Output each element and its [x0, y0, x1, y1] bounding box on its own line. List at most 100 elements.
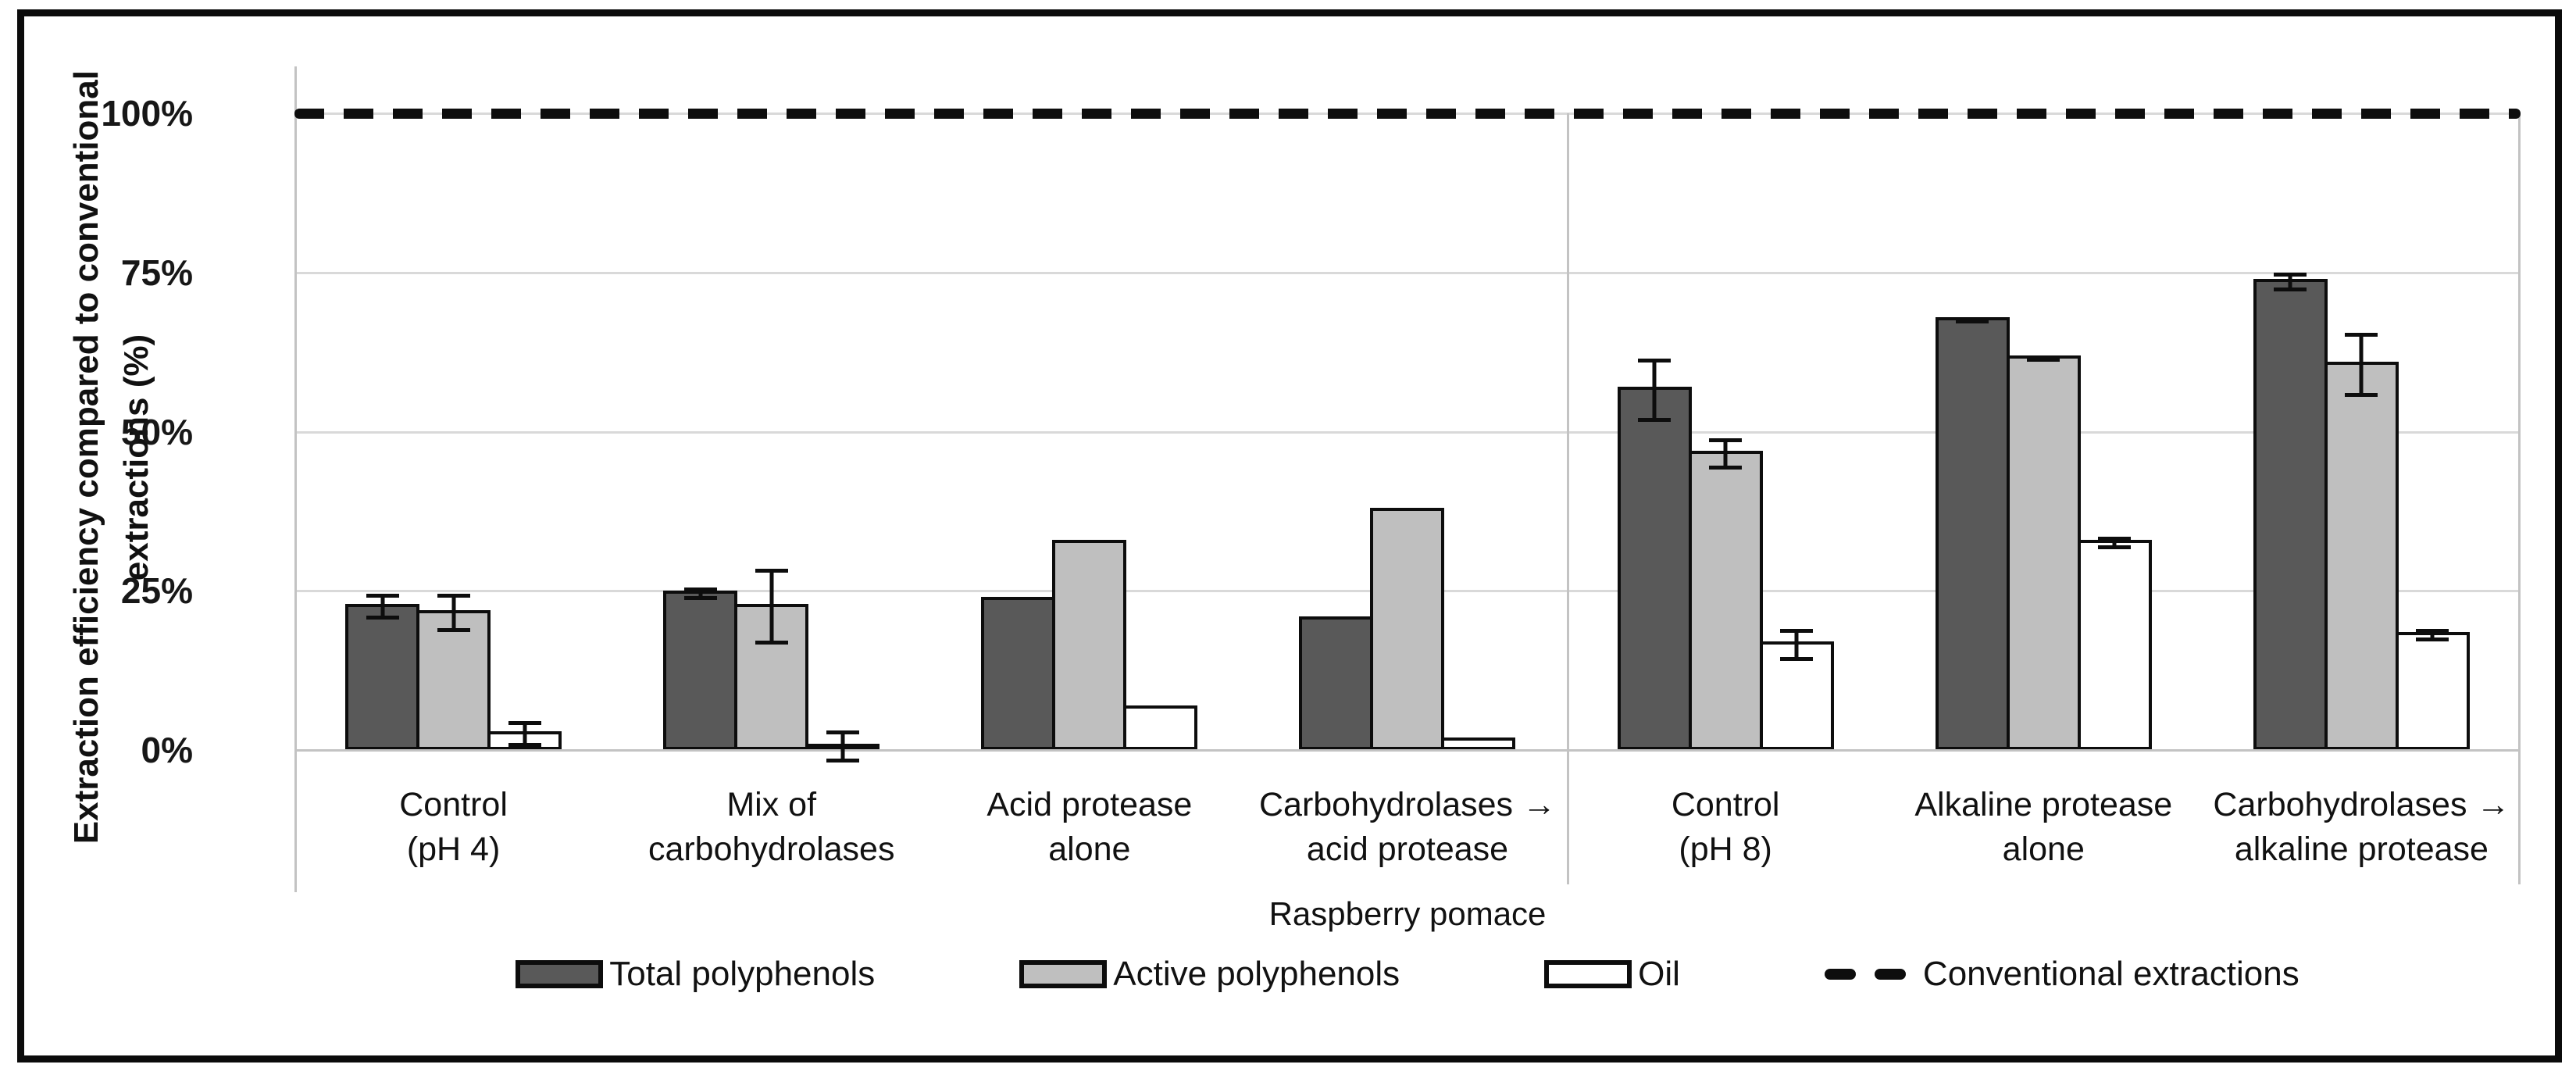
legend-swatch-icon [1544, 960, 1632, 988]
error-bar-cap-top [1638, 358, 1672, 362]
category-label-line1: Carbohydrolases → [1258, 786, 1556, 823]
y-axis-title-line2: extractions (%) [117, 334, 155, 580]
error-bar-line [2430, 629, 2435, 642]
error-bar-cap-bottom [366, 615, 399, 620]
y-tick-25: 25% [120, 570, 193, 612]
error-bar [366, 594, 399, 620]
error-bar-cap-top [366, 594, 399, 598]
y-tick-75: 75% [120, 252, 193, 293]
error-bar-line [2112, 536, 2117, 550]
category-label-line2: (pH 4) [406, 830, 501, 868]
y-axis-line [294, 66, 297, 892]
y-axis-title-line1: Extraction efficiency compared to conven… [67, 70, 106, 845]
error-bar-cap-bottom [437, 628, 470, 633]
y-tick-50: 50% [120, 411, 193, 452]
category-label-1: Control (pH 4) [282, 783, 626, 872]
legend-swatch-icon [516, 960, 604, 988]
bar-oil [1123, 705, 1198, 750]
bar-group-1 [294, 113, 612, 750]
error-bar-cap-top [1956, 316, 1989, 321]
error-bar-cap-bottom [2416, 638, 2449, 642]
error-bar-cap-top [2027, 355, 2060, 359]
category-label-line1: Control [399, 786, 508, 823]
error-bar [2416, 629, 2449, 642]
bar-oil [487, 721, 562, 750]
bar-total-polyphenols [1299, 616, 1374, 750]
error-bar [2274, 272, 2307, 292]
category-label-line2: alone [1048, 830, 1131, 868]
bar-total-polyphenols [1935, 316, 2010, 750]
error-bar-cap-top [1709, 438, 1743, 442]
bar-total-polyphenols [663, 588, 738, 750]
x-axis-title: Raspberry pomace [1268, 895, 1547, 932]
error-bar [1709, 438, 1743, 470]
error-bar-cap-bottom [2274, 288, 2307, 292]
plot-right-border [2518, 113, 2521, 884]
bar-group-2 [612, 113, 930, 763]
category-label-3: Acid protease alone [918, 783, 1261, 872]
error-bar-line [2359, 333, 2364, 397]
bar-cluster [663, 568, 880, 763]
bar-oil [1441, 737, 1516, 750]
bar-active-polyphenols [1052, 540, 1127, 750]
error-bar [1956, 316, 1989, 323]
error-bar-cap-bottom [1956, 319, 1989, 323]
category-label-5: Control (pH 8) [1554, 783, 1897, 872]
error-bar-cap-bottom [2027, 357, 2060, 362]
category-label-line1: Alkaline protease [1914, 786, 2173, 823]
legend-item-oil: Oil [1544, 955, 1680, 994]
error-bar-cap-bottom [1638, 418, 1672, 423]
category-label-2: Mix of carbohydrolases [600, 783, 944, 872]
legend-label: Active polyphenols [1113, 955, 1400, 993]
error-bar [508, 721, 541, 747]
error-bar [2027, 355, 2060, 362]
category-label-line1: Acid protease [987, 786, 1193, 823]
bar-total-polyphenols [981, 597, 1056, 750]
error-bar-cap-top [2416, 629, 2449, 634]
bars-layer [294, 113, 2521, 763]
gridline-50 [294, 430, 2521, 434]
x-axis-line [294, 749, 2521, 752]
bar-cluster [2253, 272, 2470, 750]
bar-active-polyphenols [2324, 333, 2399, 750]
category-label-line2: alone [2002, 830, 2085, 868]
error-bar-cap-bottom [1780, 656, 1814, 661]
bar-group-7 [2203, 113, 2521, 750]
bar-active-polyphenols [1688, 438, 1763, 750]
bar-cluster [1299, 508, 1516, 750]
error-bar-line [380, 594, 385, 620]
y-tick-100: 100% [101, 93, 193, 134]
legend-swatch-icon [1019, 960, 1108, 988]
bar-oil [1759, 629, 1834, 750]
error-bar-line [840, 730, 845, 763]
legend-label: Oil [1638, 955, 1680, 993]
error-bar-cap-bottom [2098, 545, 2132, 550]
group-separator-line [1566, 113, 1569, 884]
error-bar-line [769, 568, 774, 645]
category-label-line2: carbohydrolases [648, 830, 895, 868]
bar-cluster [345, 594, 562, 750]
error-bar [2098, 536, 2132, 550]
category-label-6: Alkaline protease alone [1871, 783, 2215, 872]
error-bar-cap-bottom [2345, 392, 2378, 397]
bar-group-6 [1885, 113, 2203, 750]
error-bar-cap-top [1780, 629, 1814, 634]
error-bar [1638, 358, 1672, 423]
bar-active-polyphenols [1370, 508, 1445, 750]
y-axis-title-wrap: Extraction efficiency compared to conven… [37, 0, 186, 914]
plot-area: 100% 75% 50% 25% 0% [101, 59, 2521, 892]
category-label-line1: Control [1671, 786, 1780, 823]
error-bar [1780, 629, 1814, 661]
bar-group-4 [1248, 113, 1566, 750]
category-label-4: Carbohydrolases → acid protease [1236, 783, 1579, 872]
error-bar-cap-top [2098, 536, 2132, 541]
error-bar-cap-bottom [826, 759, 859, 763]
bar-oil [2077, 536, 2152, 750]
conventional-extractions-reference-line [294, 109, 2521, 119]
error-bar-line [1794, 629, 1799, 661]
bar-oil [805, 730, 880, 763]
bar-total-polyphenols [345, 594, 420, 750]
category-label-line2: acid protease [1306, 830, 1509, 868]
bar-group-3 [930, 113, 1248, 750]
